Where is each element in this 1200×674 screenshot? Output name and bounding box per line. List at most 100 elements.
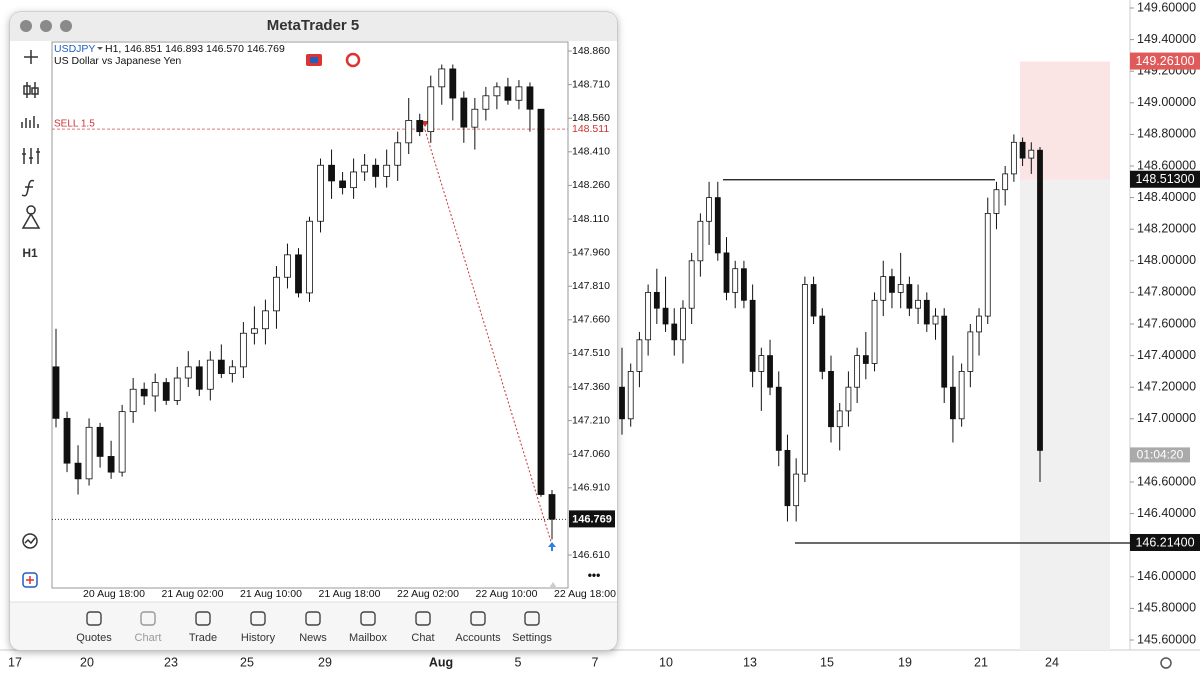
bid-tag-box (569, 510, 615, 528)
bid-tag-label: 146.769 (572, 513, 612, 525)
candle-body (383, 164, 391, 177)
y-tick-label: 146.00000 (1137, 569, 1196, 583)
candle-body (361, 164, 369, 173)
y-tick-label: 147.40000 (1137, 348, 1196, 362)
toolbar-label[interactable]: Accounts (455, 632, 501, 644)
toolbar-label[interactable]: Mailbox (349, 632, 387, 644)
y-tick-label: 147.360 (572, 381, 610, 393)
one-click-icon[interactable] (345, 52, 361, 68)
y-tick-label: 148.00000 (1137, 253, 1196, 267)
y-tick-label: 147.210 (572, 414, 610, 426)
functions-tool[interactable] (21, 179, 35, 197)
symbol-dropdown[interactable] (97, 47, 103, 50)
chart-panel (10, 41, 617, 602)
toolbar-label[interactable]: Quotes (76, 632, 112, 644)
candle-body (548, 494, 556, 520)
y-tick-label: 146.910 (572, 482, 610, 494)
toolbar-label[interactable]: News (299, 632, 327, 644)
y-tick-label: 145.60000 (1137, 632, 1196, 646)
candle-body (1019, 141, 1026, 159)
candle-body (107, 456, 115, 473)
candle-body (317, 164, 324, 222)
y-tick-label: 148.110 (572, 213, 609, 225)
y-tick-label: 149.00000 (1137, 95, 1196, 109)
candle-body (526, 86, 534, 110)
x-tick-label: Aug (429, 655, 453, 669)
symbol[interactable]: USDJPY (54, 43, 95, 55)
symbol-description: US Dollar vs Japanese Yen (54, 55, 181, 67)
candle-body (449, 68, 457, 99)
x-tick-label: 21 Aug 10:00 (240, 588, 302, 600)
candle-body (636, 339, 643, 372)
candle-body (671, 323, 678, 341)
trade-tool[interactable] (22, 572, 38, 588)
candle-body (515, 86, 523, 101)
objects-tool[interactable] (22, 148, 40, 164)
x-tick-label: 24 (1045, 655, 1059, 669)
scroll-marker (549, 582, 557, 588)
resistance-tag-box (1130, 170, 1200, 188)
y-tick-label: 146.40000 (1137, 506, 1196, 520)
x-tick-label: 23 (164, 655, 178, 669)
toolbar-label[interactable]: Trade (189, 632, 217, 644)
crosshair-tool[interactable] (24, 50, 38, 64)
candle-body (504, 86, 512, 101)
toolbar-icon[interactable] (86, 611, 102, 626)
toolbar-icon[interactable] (470, 611, 486, 626)
candle-body (250, 328, 258, 334)
shapes-tool[interactable] (21, 205, 41, 229)
y-tick-label: 147.060 (572, 448, 610, 460)
indicators-tool[interactable] (21, 116, 39, 128)
timeframe-button[interactable]: H1 (22, 246, 38, 260)
y-tick-label: 145.80000 (1137, 601, 1196, 615)
candle-body (862, 355, 869, 364)
x-tick-label: 13 (743, 655, 757, 669)
candle-body (854, 355, 861, 388)
timer-box (1130, 447, 1190, 463)
candle-body (714, 197, 721, 254)
candle-body (897, 284, 904, 293)
candle-body (662, 307, 669, 325)
y-tick-label: 148.560 (572, 112, 610, 124)
candle-body (976, 315, 982, 333)
candle-body (819, 315, 826, 372)
toolbar-icon[interactable] (195, 611, 211, 626)
y-tick-label: 147.60000 (1137, 316, 1196, 330)
y-tick-label: 148.80000 (1137, 127, 1196, 141)
candle-body (967, 331, 974, 372)
y-tick-label: 148.410 (572, 146, 610, 158)
y-tick-label: 147.20000 (1137, 379, 1196, 393)
candle-body (228, 366, 236, 374)
candle-body (828, 370, 834, 428)
candle-body (784, 449, 791, 507)
chart-type-tool[interactable] (23, 82, 39, 98)
y-tick-label: 149.60000 (1137, 0, 1196, 14)
y-tick-label: 147.80000 (1137, 285, 1196, 299)
toolbar-icon[interactable] (305, 611, 321, 626)
candle-body (767, 355, 773, 388)
sell-label: SELL 1.5 (54, 119, 95, 130)
toolbar-icon[interactable] (140, 611, 156, 626)
toolbar-icon[interactable] (250, 611, 266, 626)
zoom-button[interactable] (60, 20, 72, 32)
target-tag-box (1130, 52, 1200, 70)
toolbar-icon[interactable] (360, 611, 376, 626)
candle-body (394, 142, 402, 166)
toolbar-label[interactable]: History (241, 632, 276, 644)
toolbar-label[interactable]: Chat (411, 632, 434, 644)
toolbar-label[interactable]: Settings (512, 632, 552, 644)
y-tick-label: 147.510 (572, 347, 610, 359)
minimize-button[interactable] (40, 20, 52, 32)
settings-icon[interactable] (1160, 657, 1172, 669)
analysis-tool[interactable] (22, 533, 38, 549)
x-tick-label: 7 (592, 655, 599, 669)
toolbar-label[interactable]: Chart (135, 632, 162, 644)
more-button[interactable]: ••• (588, 568, 601, 582)
toolbar-icon[interactable] (415, 611, 431, 626)
x-tick-label: 20 (80, 655, 94, 669)
candle-body (129, 388, 137, 413)
toolbar-icon[interactable] (524, 611, 540, 626)
close-button[interactable] (20, 20, 32, 32)
